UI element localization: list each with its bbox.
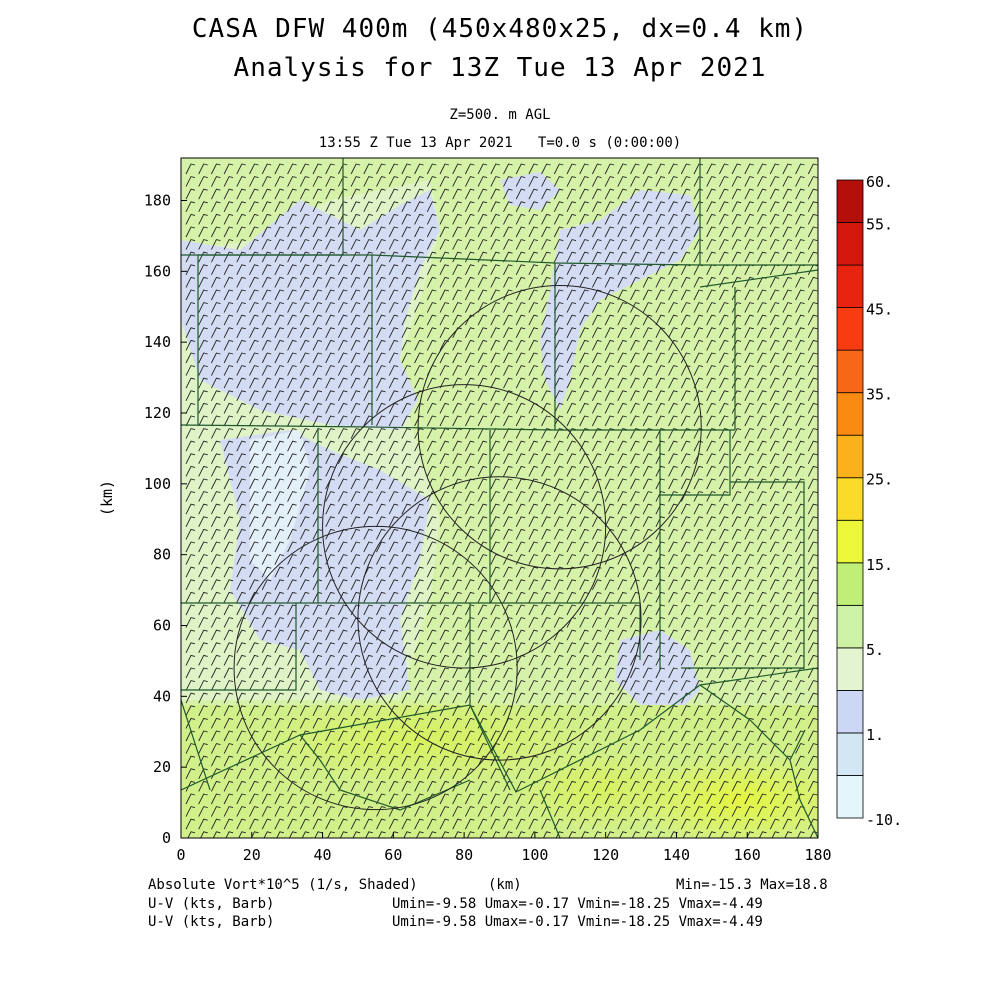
vorticity-region (510, 750, 690, 830)
x-tick-label: 100 (521, 846, 548, 864)
barb-description: U-V (kts, Barb) (148, 914, 275, 930)
level-label: Z=500. m AGL (449, 107, 551, 123)
barb-range: Umin=-9.58 Umax=-0.17 Vmin=-18.25 Vmax=-… (392, 914, 763, 930)
colorbar-segment (836, 732, 864, 776)
x-tick-label: 0 (176, 846, 185, 864)
colorbar-segment (836, 690, 864, 734)
y-tick-label: 40 (153, 687, 171, 705)
radar-range-ring (357, 476, 642, 761)
plot-frame (180, 157, 819, 839)
colorbar-label: 45. (866, 301, 893, 319)
colorbar-label: 35. (866, 386, 893, 404)
x-tick-label: 80 (455, 846, 473, 864)
colorbar-segment (836, 775, 864, 819)
colorbar-segment (836, 477, 864, 521)
radar-range-ring (322, 384, 607, 669)
x-tick-label: 160 (734, 846, 761, 864)
county-boundaries (181, 158, 818, 838)
x-tick-label: 180 (804, 846, 831, 864)
map-subtitle: Analysis for 13Z Tue 13 Apr 2021 (233, 53, 767, 83)
y-tick-label: 180 (144, 192, 171, 210)
barb-range: Umin=-9.58 Umax=-0.17 Vmin=-18.25 Vmax=-… (392, 896, 763, 912)
colorbar-segment (836, 392, 864, 436)
x-tick-label: 40 (314, 846, 332, 864)
colorbar-segment (836, 519, 864, 564)
x-axis-label: (km) (488, 877, 522, 893)
radar-range-ring (417, 285, 702, 570)
y-tick-label: 80 (153, 546, 171, 564)
x-tick-label: 20 (243, 846, 261, 864)
colorbar-label: 15. (866, 556, 893, 574)
colorbar-label: 55. (866, 216, 893, 234)
colorbar-label: 25. (866, 471, 893, 489)
colorbar-segment (836, 222, 864, 266)
y-tick-label: 0 (162, 829, 171, 847)
vorticity-region (615, 630, 700, 710)
y-tick-label: 100 (144, 475, 171, 493)
radar-rings (233, 285, 702, 811)
barb-description: U-V (kts, Barb) (148, 896, 275, 912)
map-title: CASA DFW 400m (450x480x25, dx=0.4 km) (191, 14, 809, 44)
y-tick-label: 60 (153, 617, 171, 635)
radar-range-ring (233, 525, 518, 811)
wind-barbs (185, 163, 818, 838)
y-axis-label: (km) (98, 480, 116, 516)
y-tick-label: 140 (144, 333, 171, 351)
colorbar-label: 1. (866, 726, 884, 744)
colorbar-label: 60. (866, 173, 893, 191)
colorbar-segment (836, 349, 864, 394)
colorbar-label: 5. (866, 641, 884, 659)
vorticity-region (540, 190, 700, 410)
y-tick-label: 120 (144, 404, 171, 422)
colorbar-segment (836, 307, 864, 351)
colorbar-segment (836, 562, 864, 606)
time-label: 13:55 Z Tue 13 Apr 2021 T=0.0 s (0:00:00… (318, 135, 682, 151)
y-axis: 0 20 40 60 80 100 120 140 160 180 (144, 192, 187, 847)
x-tick-label: 120 (592, 846, 619, 864)
x-tick-label: 60 (384, 846, 402, 864)
field-description: Absolute Vort*10^5 (1/s, Shaded) (148, 877, 418, 893)
colorbar: 60. 55. 45. 35. 25. 15. 5. 1. -10. (836, 173, 902, 829)
y-tick-label: 160 (144, 262, 171, 280)
colorbar-segment (836, 264, 864, 309)
vorticity-region (181, 190, 440, 430)
map-plot-area (181, 158, 818, 838)
x-tick-label: 140 (663, 846, 690, 864)
colorbar-segment (836, 604, 864, 649)
field-range: Min=-15.3 Max=18.8 (676, 877, 828, 893)
y-tick-label: 20 (153, 758, 171, 776)
vorticity-region (500, 172, 560, 210)
colorbar-label: -10. (866, 811, 902, 829)
x-axis: 0 20 40 60 80 100 120 140 160 180 (176, 832, 832, 864)
colorbar-segment (836, 434, 864, 479)
colorbar-segment (836, 647, 864, 691)
colorbar-segment (836, 179, 864, 223)
